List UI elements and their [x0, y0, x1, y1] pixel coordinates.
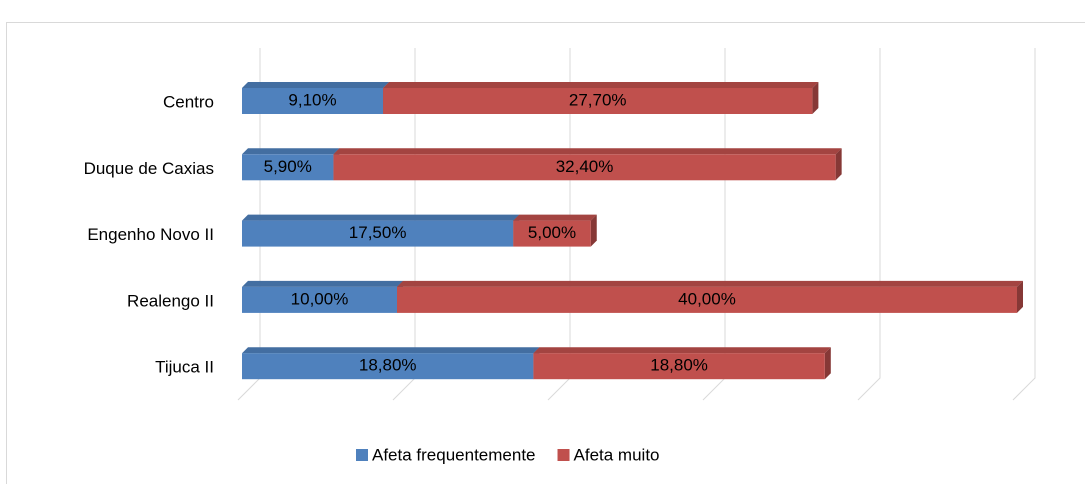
legend-swatch — [557, 449, 570, 461]
bar-side — [824, 347, 831, 380]
bar-top — [242, 214, 520, 221]
y-tick-label: Duque de Caxias — [84, 159, 214, 178]
bar-top — [397, 280, 1023, 287]
bar-top — [383, 82, 819, 88]
bar — [513, 220, 591, 247]
data-label: 27,70% — [569, 90, 627, 109]
grid-line — [857, 48, 881, 401]
data-label: 32,40% — [556, 157, 614, 176]
y-tick-label: Tijuca II — [155, 358, 214, 377]
data-label: 17,50% — [349, 223, 407, 242]
bar-top — [242, 148, 340, 155]
legend-label: Afeta frequentemente — [372, 445, 536, 464]
bar-side — [835, 148, 842, 181]
bar — [242, 154, 334, 181]
data-label: 40,00% — [678, 289, 736, 308]
bar — [533, 353, 825, 380]
bar-side — [1017, 280, 1023, 313]
y-tick-label: Engenho Novo II — [87, 225, 214, 244]
y-tick-label: Realengo II — [127, 291, 214, 310]
data-label: 9,10% — [288, 90, 336, 109]
bar-top — [242, 82, 390, 88]
bar-top — [242, 280, 403, 287]
legend-label: Afeta muito — [574, 445, 660, 464]
bar-top — [333, 148, 842, 155]
data-label: 10,00% — [291, 289, 349, 308]
bar — [242, 353, 534, 380]
bar — [333, 154, 836, 181]
legend-swatch — [356, 449, 368, 461]
bar — [242, 220, 514, 247]
data-label: 18,80% — [650, 356, 708, 375]
data-label: 18,80% — [359, 356, 417, 375]
bar-side — [812, 82, 819, 114]
bar-top — [533, 347, 831, 354]
grid-line — [1012, 48, 1036, 401]
data-label: 5,00% — [528, 223, 576, 242]
bar-side — [590, 214, 597, 247]
bar-top — [513, 214, 597, 221]
bar-top — [242, 347, 540, 354]
bar — [383, 88, 813, 114]
y-tick-label: Centro — [163, 92, 214, 111]
data-label: 5,90% — [264, 157, 312, 176]
bar — [242, 286, 397, 313]
bar — [397, 286, 1017, 313]
bar — [242, 88, 384, 114]
